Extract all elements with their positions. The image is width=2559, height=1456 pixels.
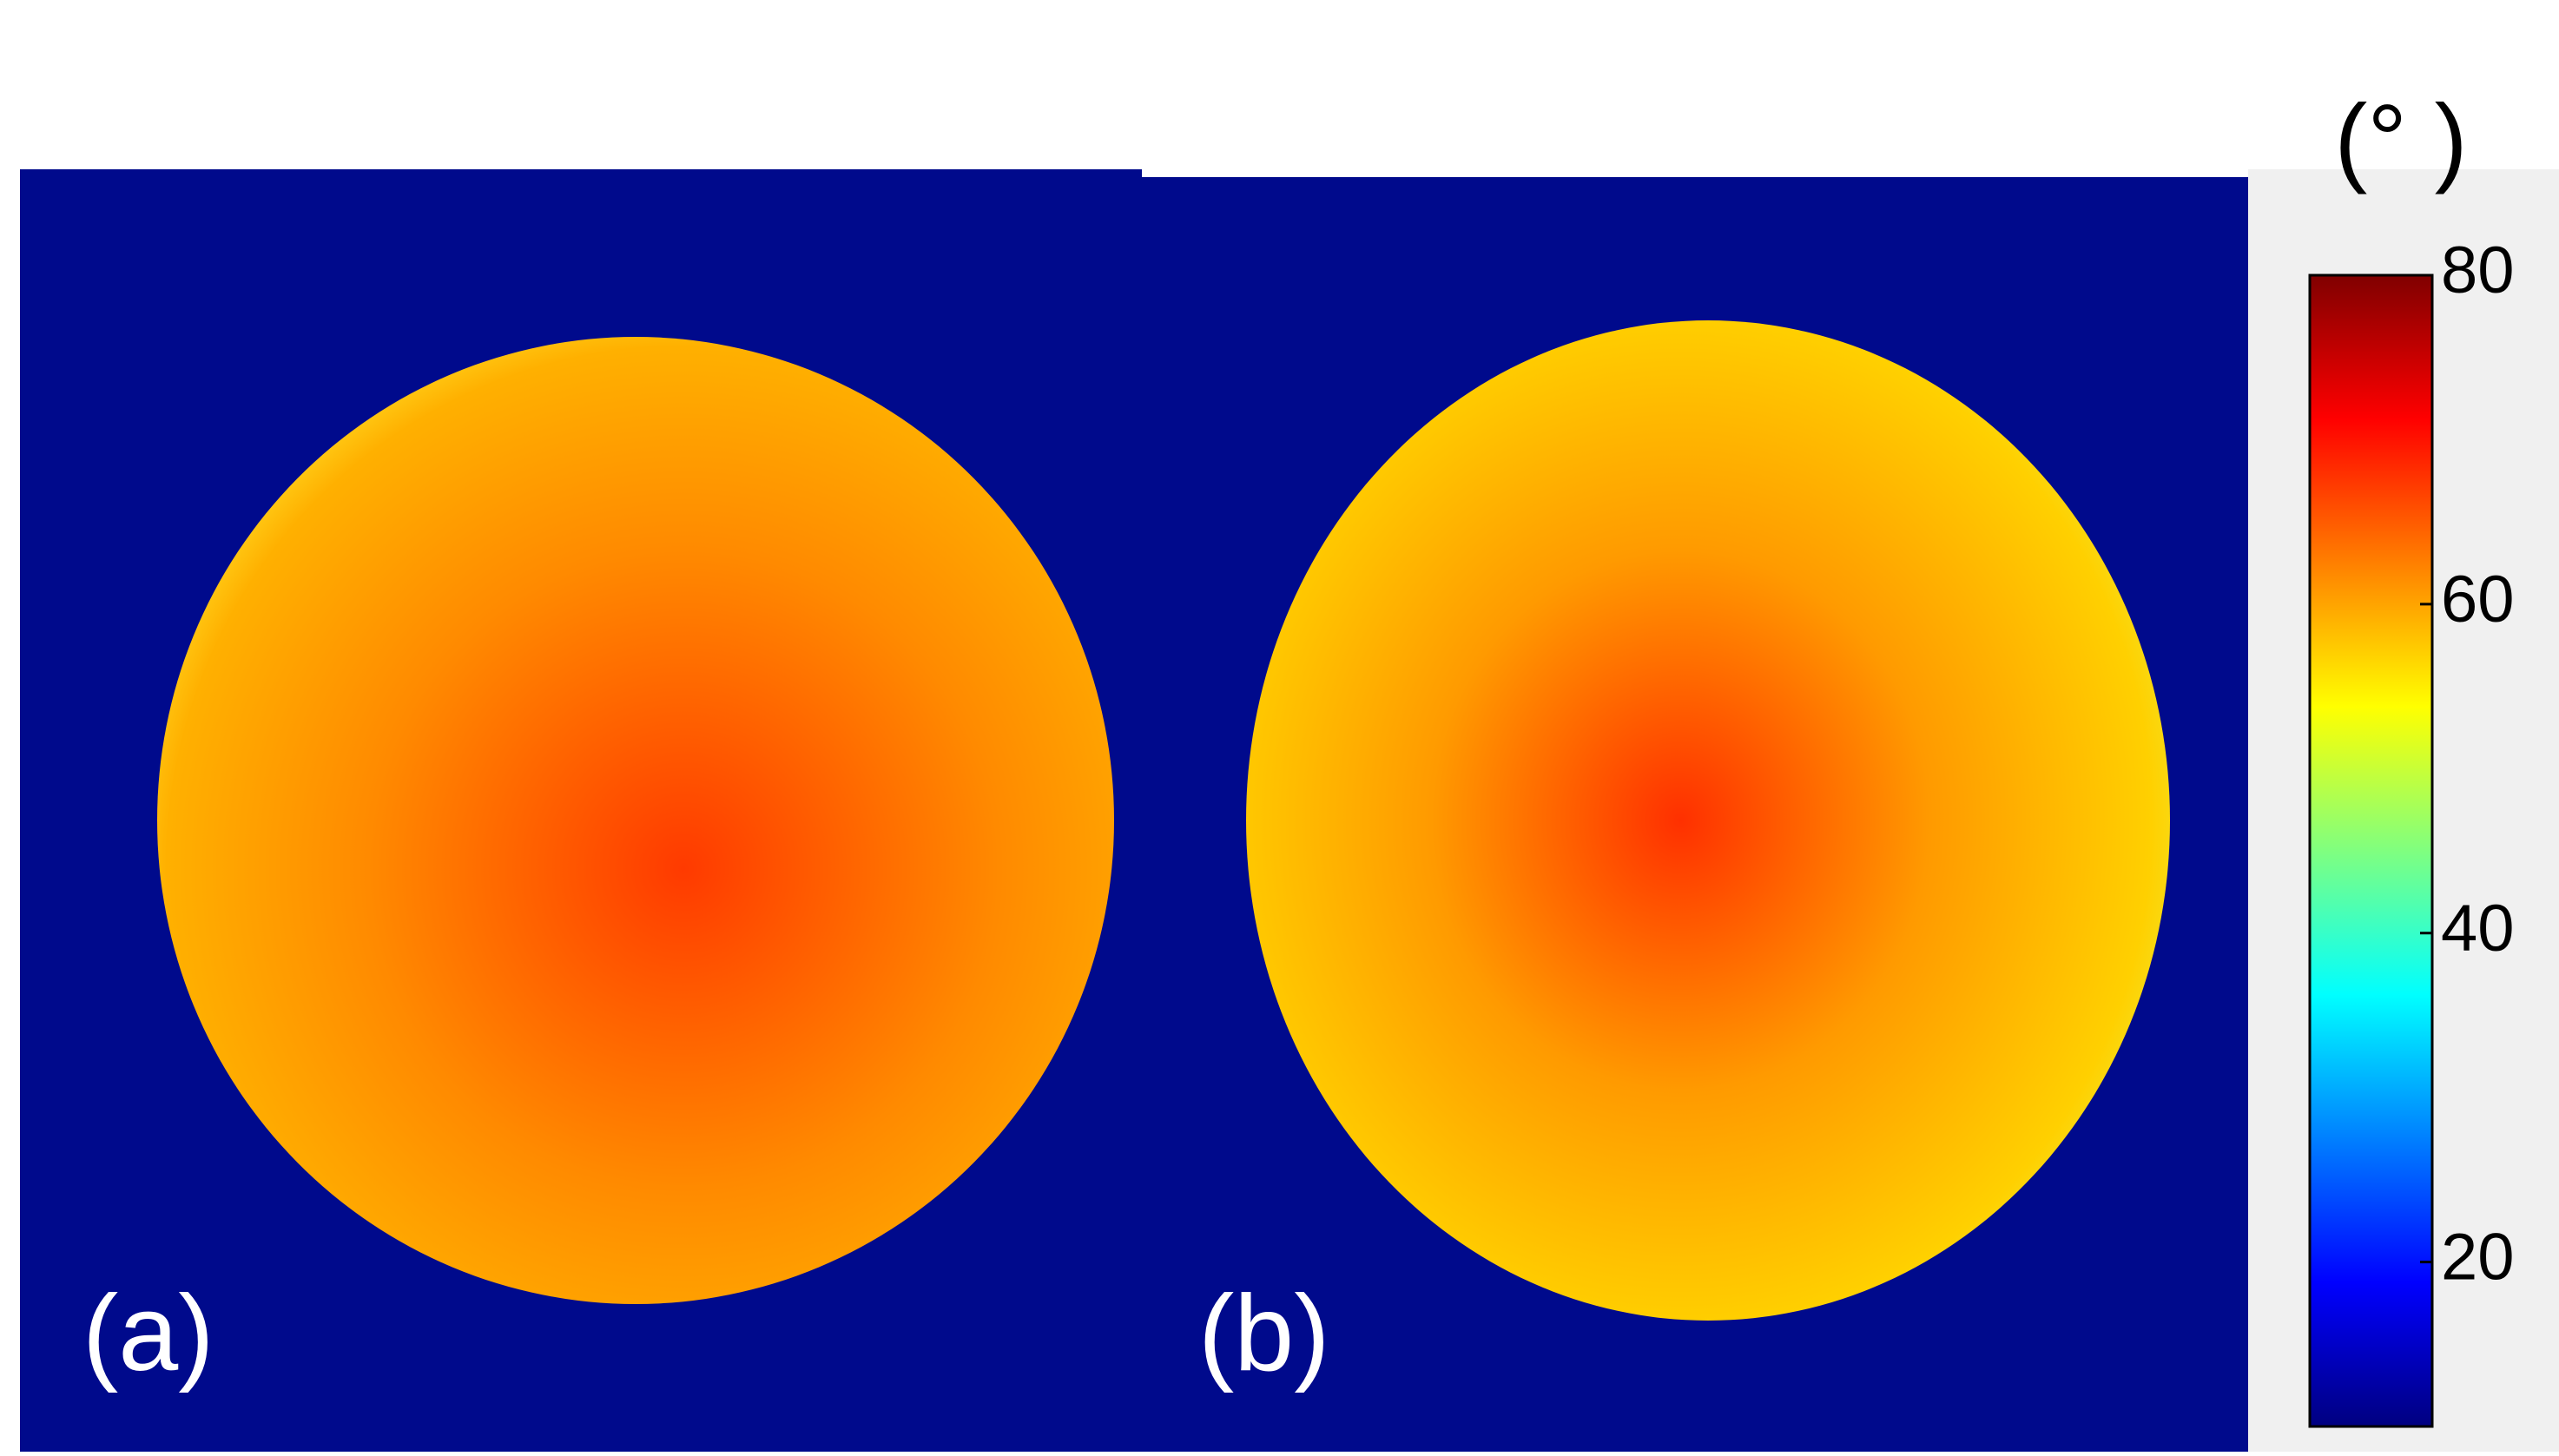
- y-tick-label: 40: [2441, 892, 2515, 965]
- disk-a: [157, 337, 1114, 1304]
- disk-b: [1246, 320, 2170, 1321]
- colorbar-label: (° ): [2334, 85, 2467, 195]
- y-tick-label: 60: [2441, 563, 2515, 636]
- panel-label: (a): [82, 1274, 214, 1393]
- colorbar: [2308, 273, 2434, 1428]
- y-tick-label: 80: [2441, 234, 2515, 307]
- panel-label: (b): [1198, 1274, 1330, 1393]
- y-tick-label: 20: [2441, 1221, 2515, 1295]
